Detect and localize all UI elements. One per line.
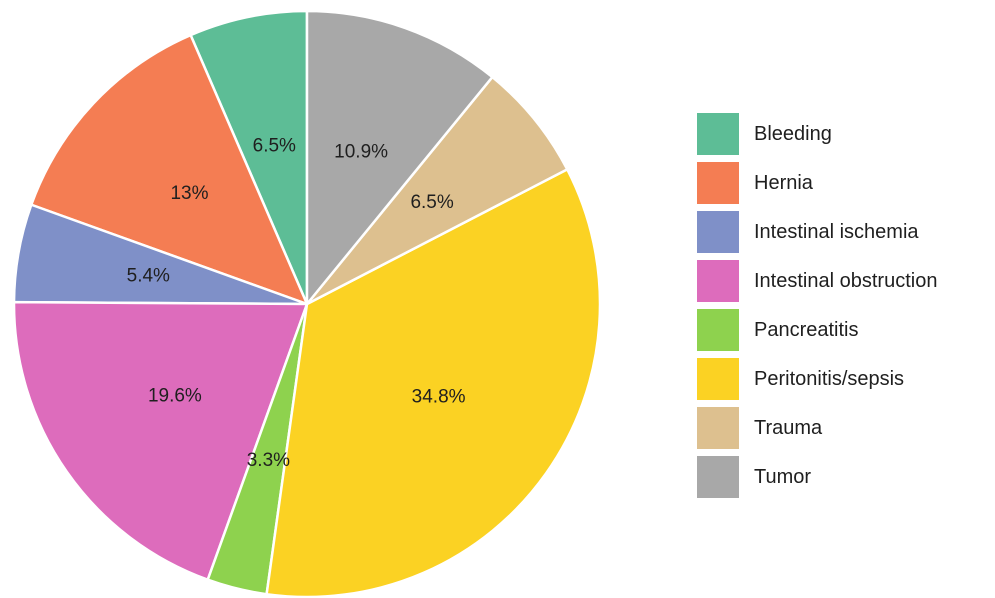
legend-label: Hernia xyxy=(754,172,814,194)
legend-item-pancreatitis: Pancreatitis xyxy=(697,309,859,351)
legend-swatch xyxy=(697,211,739,253)
pie-slice-tumor xyxy=(305,9,494,306)
pie-label-peritonitis-sepsis: 34.8% xyxy=(412,387,466,408)
legend-item-peritonitis-sepsis: Peritonitis/sepsis xyxy=(697,358,904,400)
legend-swatch xyxy=(697,407,739,449)
legend-label: Pancreatitis xyxy=(754,319,859,341)
legend-item-intestinal-obstruction: Intestinal obstruction xyxy=(697,260,937,302)
legend-label: Peritonitis/sepsis xyxy=(754,368,904,390)
pie-label-tumor: 10.9% xyxy=(334,142,388,163)
legend-item-trauma: Trauma xyxy=(697,407,823,449)
pie-label-intestinal-obstruction: 19.6% xyxy=(148,386,202,407)
pie-label-intestinal-ischemia: 5.4% xyxy=(127,265,170,286)
legend-label: Trauma xyxy=(754,417,823,439)
legend: Bleeding Hernia Intestinal ischemia Intesti… xyxy=(697,113,937,498)
legend-label: Tumor xyxy=(754,466,811,488)
pie-data-labels: 6.5% 13% 5.4% 19.6% 3.3% 34.8% 6.5% 10.9% xyxy=(127,136,466,471)
legend-label: Intestinal ischemia xyxy=(754,221,919,243)
legend-swatch xyxy=(697,260,739,302)
legend-swatch xyxy=(697,309,739,351)
pie-label-pancreatitis: 3.3% xyxy=(247,450,290,471)
legend-swatch xyxy=(697,113,739,155)
pie-label-bleeding: 6.5% xyxy=(253,136,296,157)
legend-item-hernia: Hernia xyxy=(697,162,814,204)
legend-swatch xyxy=(697,162,739,204)
legend-item-bleeding: Bleeding xyxy=(697,113,832,155)
legend-swatch xyxy=(697,456,739,498)
pie-label-hernia: 13% xyxy=(170,183,208,204)
pie-slice-peritonitis-sepsis xyxy=(265,168,602,598)
legend-swatch xyxy=(697,358,739,400)
pie-slice-bleeding xyxy=(189,9,309,306)
pie-label-trauma: 6.5% xyxy=(410,192,453,213)
pie-slices xyxy=(12,9,602,598)
legend-label: Bleeding xyxy=(754,123,832,145)
legend-item-intestinal-ischemia: Intestinal ischemia xyxy=(697,211,919,253)
legend-item-tumor: Tumor xyxy=(697,456,811,498)
pie-slice-hernia xyxy=(30,33,309,306)
legend-label: Intestinal obstruction xyxy=(754,270,937,292)
pie-slice-intestinal-obstruction xyxy=(12,300,309,581)
pie-slice-trauma xyxy=(305,75,569,306)
